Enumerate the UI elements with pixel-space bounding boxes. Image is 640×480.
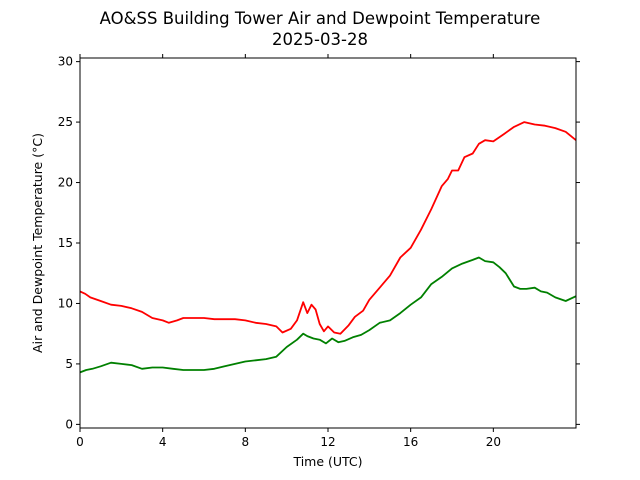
x-tick-label: 12 xyxy=(320,435,335,449)
series-line-1 xyxy=(79,121,577,335)
y-tick-label: 30 xyxy=(58,55,73,69)
y-tick-label: 20 xyxy=(58,176,73,190)
chart-subtitle: 2025-03-28 xyxy=(272,30,368,49)
ticks-layer: 0 4 8 12 16 20 0 5 10 15 20 25 30 xyxy=(58,54,580,449)
y-tick-label: 0 xyxy=(65,417,73,431)
y-tick-label: 25 xyxy=(58,115,73,129)
y-tick-label: 15 xyxy=(58,236,73,250)
x-tick-label: 16 xyxy=(403,435,418,449)
chart-title: AO&SS Building Tower Air and Dewpoint Te… xyxy=(100,9,541,28)
series-line-2 xyxy=(79,256,577,374)
y-tick-label: 10 xyxy=(58,296,73,310)
plot-frame xyxy=(79,57,577,429)
y-tick-label: 5 xyxy=(65,357,73,371)
x-axis-label: Time (UTC) xyxy=(292,454,362,469)
y-axis-label: Air and Dewpoint Temperature (°C) xyxy=(30,133,45,353)
x-tick-label: 4 xyxy=(159,435,167,449)
x-tick-label: 0 xyxy=(76,435,84,449)
x-tick-label: 8 xyxy=(242,435,250,449)
x-tick-label: 20 xyxy=(486,435,501,449)
series-layer xyxy=(79,121,577,374)
